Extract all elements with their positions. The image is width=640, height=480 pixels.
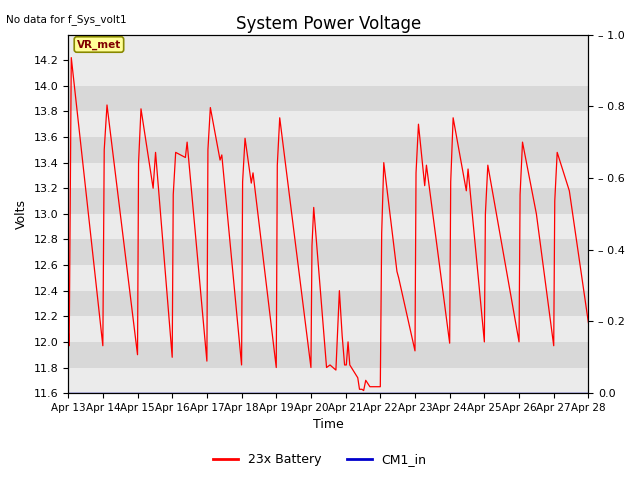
Bar xyxy=(68,86,588,111)
Bar xyxy=(68,342,588,368)
Text: VR_met: VR_met xyxy=(77,39,121,49)
Bar xyxy=(68,368,588,393)
Bar xyxy=(68,163,588,188)
Y-axis label: Volts: Volts xyxy=(15,199,28,229)
Bar xyxy=(68,240,588,265)
X-axis label: Time: Time xyxy=(313,419,344,432)
Legend: 23x Battery, CM1_in: 23x Battery, CM1_in xyxy=(208,448,432,471)
Bar xyxy=(68,214,588,240)
Bar xyxy=(68,111,588,137)
Text: No data for f_Sys_volt1: No data for f_Sys_volt1 xyxy=(6,14,127,25)
Bar xyxy=(68,316,588,342)
Bar xyxy=(68,291,588,316)
Bar xyxy=(68,137,588,163)
Title: System Power Voltage: System Power Voltage xyxy=(236,15,421,33)
Bar xyxy=(68,188,588,214)
Bar xyxy=(68,60,588,86)
Bar xyxy=(68,265,588,291)
